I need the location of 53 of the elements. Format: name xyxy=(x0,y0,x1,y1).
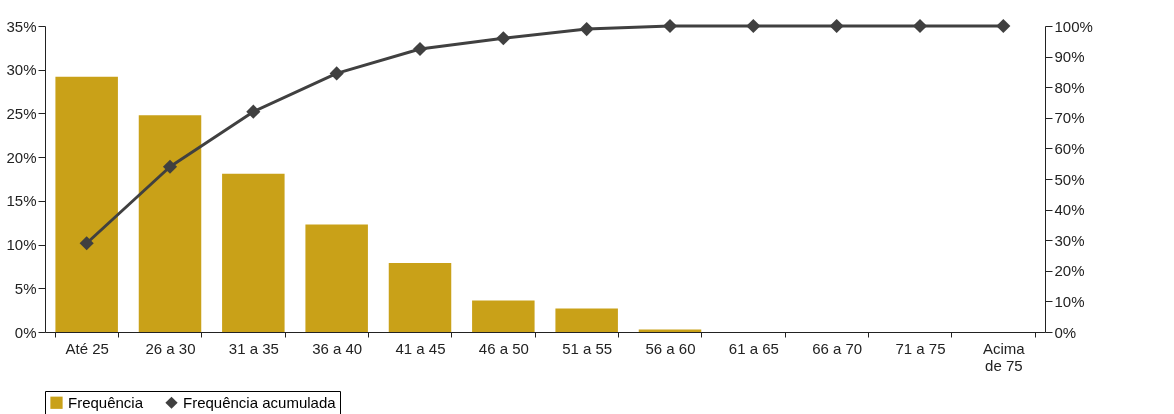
y2-tick-label: 20% xyxy=(1054,262,1085,280)
y-tick-label: 15% xyxy=(6,192,37,210)
y2-tick-label: 10% xyxy=(1054,292,1085,310)
x-tick-label: 66 a 70 xyxy=(812,339,863,357)
y2-tick-label: 80% xyxy=(1054,78,1085,96)
y-tick-label: 20% xyxy=(6,148,37,166)
x-tick-label: 41 a 45 xyxy=(395,339,446,357)
bar xyxy=(388,262,452,332)
point xyxy=(746,18,761,34)
x-tick-label: 46 a 50 xyxy=(478,339,529,357)
bar xyxy=(472,300,535,332)
y-tick-label: 25% xyxy=(6,104,37,122)
bar xyxy=(222,173,285,332)
y-tick-label: 30% xyxy=(6,61,37,79)
y2-tick-label: 90% xyxy=(1054,48,1085,66)
y2-tick-label: 0% xyxy=(1054,323,1077,341)
point xyxy=(412,41,428,57)
x-tick-label: 71 a 75 xyxy=(895,339,946,357)
y-tick-label: 35% xyxy=(6,17,37,35)
y-tick-label: 10% xyxy=(6,236,37,254)
y2-tick-label: 30% xyxy=(1054,231,1085,249)
point xyxy=(329,66,344,81)
x-tick-label: Até 25 xyxy=(65,339,109,357)
bar xyxy=(638,329,702,332)
bar xyxy=(138,115,202,332)
x-tick-label: 61 a 65 xyxy=(728,339,779,357)
y-tick-label: 0% xyxy=(14,323,37,341)
y2-tick-label: 60% xyxy=(1054,139,1085,157)
y2-tick-label: 100% xyxy=(1054,17,1093,35)
y2-tick-label: 70% xyxy=(1054,109,1085,127)
x-tick-label: 26 a 30 xyxy=(145,339,196,357)
legend-label: Frequência acumulada xyxy=(183,393,337,411)
point xyxy=(829,18,844,34)
point xyxy=(912,18,928,34)
x-tick-label: 51 a 55 xyxy=(562,339,613,357)
bar xyxy=(305,224,368,332)
point xyxy=(162,159,178,174)
x-tick-label: Acima de 75 xyxy=(982,339,1026,374)
point xyxy=(662,18,678,34)
point xyxy=(579,21,594,37)
point xyxy=(996,18,1011,34)
x-tick-label: 36 a 40 xyxy=(312,339,363,357)
point xyxy=(246,104,261,119)
bar xyxy=(555,308,618,332)
legend-label: Frequência xyxy=(68,393,144,411)
x-tick-label: 56 a 60 xyxy=(645,339,696,357)
x-tick-label: 31 a 35 xyxy=(228,339,279,357)
point xyxy=(79,236,94,251)
y2-tick-label: 50% xyxy=(1054,170,1085,188)
bar xyxy=(55,76,118,332)
y-tick-label: 5% xyxy=(14,279,37,297)
point xyxy=(496,31,511,46)
y2-tick-label: 40% xyxy=(1054,201,1085,219)
